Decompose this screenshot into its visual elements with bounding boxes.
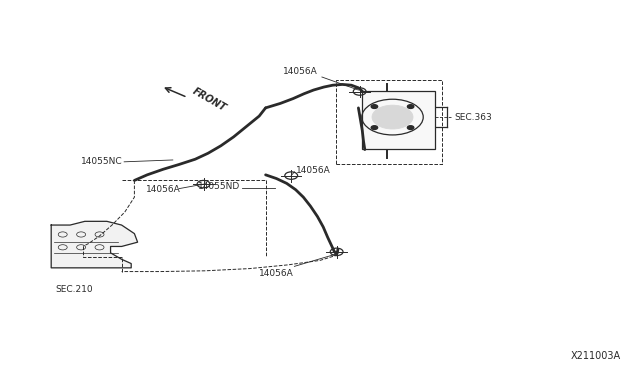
Text: FRONT: FRONT — [191, 86, 228, 113]
Text: 14056A: 14056A — [259, 269, 294, 278]
FancyBboxPatch shape — [362, 91, 435, 149]
Circle shape — [408, 126, 414, 129]
Text: 14056A: 14056A — [296, 166, 330, 174]
Circle shape — [408, 105, 414, 108]
Text: 14055NC: 14055NC — [81, 157, 123, 166]
Polygon shape — [51, 221, 138, 268]
Text: 14056A: 14056A — [284, 67, 318, 76]
Text: SEC.210: SEC.210 — [55, 285, 93, 294]
Text: X211003A: X211003A — [571, 351, 621, 361]
Text: 14056A: 14056A — [146, 185, 180, 194]
Circle shape — [371, 126, 378, 129]
Text: SEC.363: SEC.363 — [454, 113, 492, 122]
Circle shape — [371, 105, 378, 108]
Circle shape — [372, 105, 413, 129]
Text: 14055ND: 14055ND — [198, 182, 240, 191]
